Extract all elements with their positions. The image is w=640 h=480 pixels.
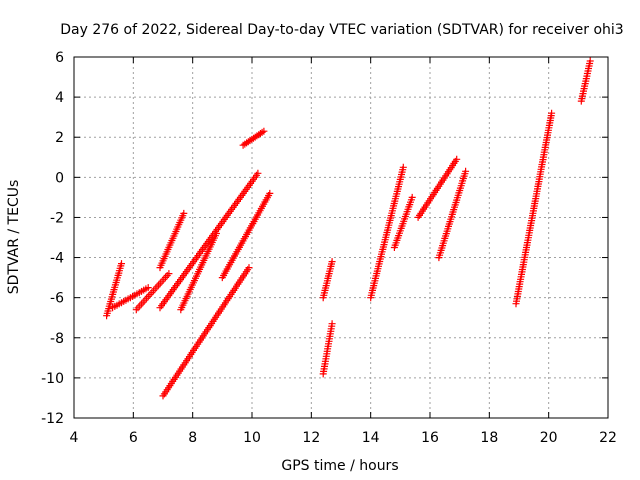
y-tick-label: 6 (55, 50, 64, 66)
y-tick-label: -4 (50, 251, 64, 267)
x-axis-label: GPS time / hours (281, 458, 398, 474)
y-tick-label: 4 (55, 90, 64, 106)
series-s5 (156, 209, 188, 272)
data-markers (239, 127, 268, 149)
data-points (103, 57, 594, 400)
y-tick-label: 0 (55, 170, 64, 186)
x-tick-label: 14 (362, 430, 380, 446)
series-s3 (132, 270, 173, 314)
data-markers (577, 57, 594, 105)
series-s10 (319, 258, 336, 302)
series-s12 (367, 163, 407, 302)
data-markers (109, 284, 152, 312)
data-markers (156, 209, 188, 272)
series-s13 (390, 193, 416, 251)
series-s11 (319, 320, 336, 378)
data-markers (414, 155, 461, 221)
x-tick-label: 18 (480, 430, 498, 446)
series-s17 (577, 57, 594, 105)
series-s1 (103, 260, 125, 320)
x-tick-label: 4 (70, 430, 79, 446)
series-s16 (512, 109, 556, 308)
series-s14 (414, 155, 461, 221)
y-tick-label: -6 (50, 291, 64, 307)
y-tick-label: -2 (50, 210, 64, 226)
axis-ticks: 4 6 8 10 12 14 16 18 20 22 -12 -10 -8 -6 -4 -2 0 2 4 6 (41, 50, 617, 446)
y-tick-label: -8 (50, 331, 64, 347)
x-tick-label: 10 (243, 430, 261, 446)
series-s2 (109, 284, 152, 312)
data-markers (319, 258, 336, 302)
x-tick-label: 6 (129, 430, 138, 446)
series-s8 (239, 127, 268, 149)
series-s9 (218, 189, 274, 282)
y-tick-label: -12 (41, 411, 64, 427)
data-markers (132, 270, 173, 314)
series-s6 (159, 264, 253, 400)
data-markers (177, 230, 220, 314)
series-s15 (435, 167, 470, 262)
data-markers (512, 109, 556, 308)
x-tick-label: 22 (599, 430, 617, 446)
data-markers (367, 163, 407, 302)
y-axis-label: SDTVAR / TECUs (6, 180, 22, 295)
x-tick-label: 12 (302, 430, 320, 446)
y-tick-label: 2 (55, 130, 64, 146)
chart-title: Day 276 of 2022, Sidereal Day-to-day VTE… (60, 22, 623, 38)
data-markers (319, 320, 336, 378)
x-tick-label: 20 (540, 430, 558, 446)
data-markers (103, 260, 125, 320)
x-tick-label: 8 (188, 430, 197, 446)
data-markers (218, 189, 274, 282)
data-markers (390, 193, 416, 251)
x-tick-label: 16 (421, 430, 439, 446)
series-s7 (177, 230, 220, 314)
grid-lines (74, 57, 608, 418)
data-markers (159, 264, 253, 400)
data-markers (435, 167, 470, 262)
y-tick-label: -10 (41, 371, 64, 387)
plot-frame (73, 56, 609, 419)
